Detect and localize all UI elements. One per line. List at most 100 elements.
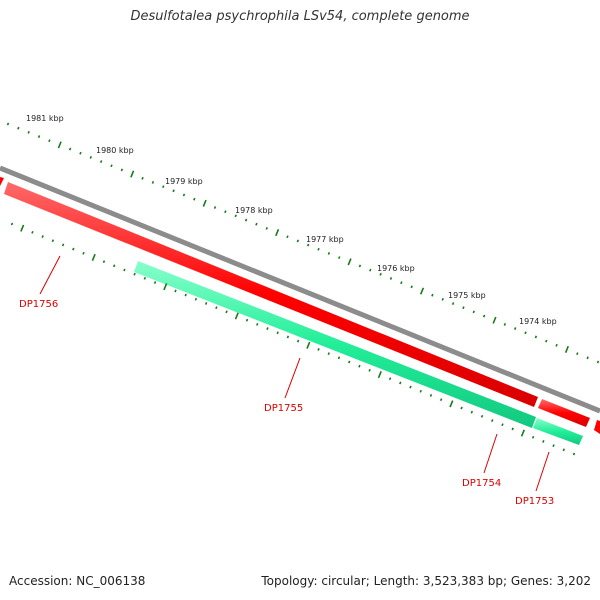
outer-ruler-minor-tick [555, 343, 558, 347]
inner-ruler-minor-tick [286, 335, 290, 339]
inner-ruler-minor-tick [112, 264, 116, 268]
gene-dp1754-arrow[interactable] [538, 399, 590, 427]
inner-ruler-minor-tick [542, 440, 545, 443]
outer-ruler [6, 122, 600, 364]
inner-ruler-minor-tick [511, 427, 514, 431]
gene-label-dp1755[interactable]: DP1755 [264, 403, 303, 414]
outer-ruler-minor-tick [462, 306, 465, 310]
outer-ruler-minor-tick [317, 247, 320, 251]
outer-ruler-minor-tick [327, 252, 331, 255]
outer-ruler-minor-tick [48, 139, 51, 143]
reverse-strand-genes [134, 261, 583, 445]
outer-ruler-minor-tick [338, 256, 341, 260]
outer-ruler-minor-tick [162, 185, 165, 189]
inner-ruler-minor-tick [317, 348, 320, 351]
outer-ruler-minor-tick [99, 160, 103, 163]
inner-ruler-minor-tick [327, 352, 330, 356]
inner-ruler-major-tick [306, 341, 311, 349]
outer-ruler-minor-tick [410, 285, 413, 289]
gene-dp1756-left-stub[interactable] [0, 177, 4, 186]
inner-ruler-minor-tick [51, 239, 55, 243]
inner-ruler-minor-tick [143, 276, 147, 280]
outer-ruler-major-tick [492, 316, 497, 324]
outer-ruler-minor-tick [110, 164, 113, 168]
outer-ruler-minor-tick [182, 193, 186, 197]
inner-ruler-minor-tick [123, 268, 126, 272]
outer-ruler-minor-tick [172, 189, 175, 193]
outer-ruler-minor-tick [503, 323, 507, 326]
gene-dp1755-arrow[interactable] [134, 261, 536, 428]
inner-ruler-minor-tick [82, 251, 85, 255]
kbp-label: 1976 kbp [377, 264, 415, 273]
inner-ruler-minor-tick [245, 318, 249, 322]
leader-dp1753 [535, 451, 550, 492]
outer-ruler-minor-tick [255, 222, 258, 226]
outer-ruler-minor-tick [296, 239, 300, 243]
leader-dp1756 [39, 255, 61, 295]
outer-ruler-major-tick [347, 258, 352, 266]
outer-ruler-minor-tick [265, 226, 268, 230]
outer-ruler-minor-tick [524, 331, 527, 335]
inner-ruler-minor-tick [194, 297, 198, 301]
inner-ruler-minor-tick [501, 423, 504, 427]
inner-ruler-minor-tick [61, 243, 65, 247]
outer-ruler-minor-tick [389, 277, 393, 280]
outer-ruler-minor-tick [586, 356, 589, 360]
outer-ruler-minor-tick [151, 181, 155, 184]
gene-label-dp1756[interactable]: DP1756 [19, 299, 58, 310]
inner-ruler-minor-tick [531, 435, 535, 439]
outer-ruler-minor-tick [79, 151, 82, 155]
inner-ruler-minor-tick [72, 247, 75, 251]
outer-ruler-minor-tick [482, 314, 486, 318]
outer-ruler-major-tick [130, 170, 135, 178]
inner-ruler-major-tick [234, 312, 239, 320]
inner-ruler-minor-tick [419, 389, 422, 393]
inner-ruler-minor-tick [153, 281, 157, 284]
inner-ruler-minor-tick [552, 444, 555, 448]
outer-ruler-major-tick [57, 141, 62, 149]
kbp-label: 1978 kbp [235, 206, 273, 215]
gene-leader-lines [39, 255, 550, 492]
inner-ruler-minor-tick [358, 364, 361, 368]
kbp-labels: 1981 kbp 1980 kbp 1979 kbp 1978 kbp 1977 kbp… [26, 114, 557, 326]
inner-ruler-minor-tick [368, 368, 371, 372]
gene-label-dp1754[interactable]: DP1754 [462, 478, 501, 489]
inner-ruler-minor-tick [348, 360, 351, 364]
inner-ruler-minor-tick [480, 414, 484, 418]
outer-ruler-minor-tick [451, 302, 455, 305]
outer-ruler-minor-tick [244, 218, 248, 222]
outer-ruler-minor-tick [213, 206, 217, 209]
outer-ruler-major-tick [275, 229, 280, 237]
gene-dp1753-arrow[interactable] [533, 418, 583, 445]
inner-ruler-minor-tick [266, 327, 269, 330]
inner-ruler-minor-tick [439, 398, 443, 402]
inner-ruler-minor-tick [562, 448, 565, 452]
inner-ruler-minor-tick [215, 306, 218, 310]
inner-ruler-minor-tick [133, 272, 136, 276]
kbp-label: 1977 kbp [306, 235, 344, 244]
inner-ruler-minor-tick [102, 260, 106, 264]
outer-ruler-minor-tick [576, 352, 579, 356]
inner-ruler-major-tick [163, 283, 168, 291]
kbp-label: 1981 kbp [26, 114, 64, 123]
outer-ruler-minor-tick [27, 130, 30, 134]
gene-label-dp1753[interactable]: DP1753 [515, 496, 554, 507]
inner-ruler-major-tick [449, 400, 454, 408]
inner-ruler-minor-tick [337, 356, 341, 360]
inner-ruler-minor-tick [184, 293, 187, 297]
gene-dp1756-arrow[interactable] [4, 182, 538, 407]
inner-ruler-minor-tick [296, 339, 300, 343]
outer-ruler-minor-tick [120, 168, 124, 172]
inner-ruler-minor-tick [572, 452, 576, 456]
outer-ruler-minor-tick [441, 297, 444, 301]
inner-ruler-minor-tick [429, 394, 433, 397]
genome-backbone [0, 165, 600, 414]
outer-ruler-minor-tick [6, 122, 10, 126]
genome-title: Desulfotalea psychrophila LSv54, complet… [130, 9, 470, 24]
inner-ruler-minor-tick [399, 381, 402, 385]
outer-ruler-minor-tick [545, 339, 548, 343]
outer-ruler-major-tick [419, 287, 425, 295]
kbp-label: 1979 kbp [165, 177, 203, 186]
gene-right-partial-arrow[interactable] [594, 420, 600, 434]
